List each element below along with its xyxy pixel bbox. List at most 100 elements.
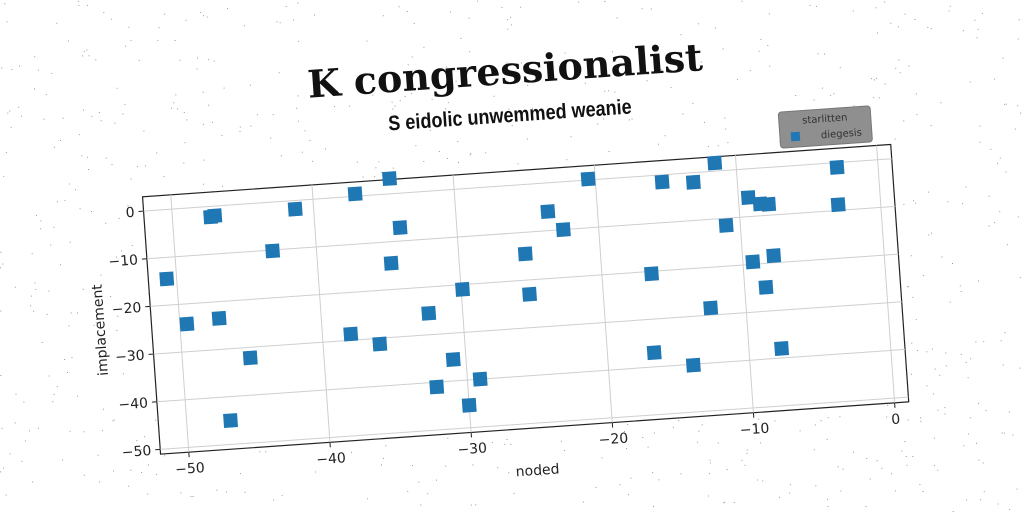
speckle-dot xyxy=(164,455,166,457)
speckle-dot xyxy=(40,220,42,222)
speckle-dot xyxy=(911,373,912,375)
speckle-dot xyxy=(504,443,506,445)
data-point xyxy=(343,326,359,342)
data-point xyxy=(159,271,175,287)
speckle-dot xyxy=(202,123,204,125)
speckle-dot xyxy=(647,446,649,448)
speckle-dot xyxy=(789,492,791,494)
data-point xyxy=(287,201,303,217)
data-point xyxy=(429,379,445,395)
speckle-dot xyxy=(131,245,133,246)
speckle-dot xyxy=(570,136,572,138)
data-points xyxy=(159,155,846,429)
speckle-dot xyxy=(653,432,655,434)
speckle-dot xyxy=(931,348,933,350)
speckle-dot xyxy=(222,185,223,187)
speckle-dot xyxy=(901,450,903,452)
y-gridline xyxy=(150,253,899,307)
speckle-dot xyxy=(436,479,437,481)
speckle-dot xyxy=(62,459,64,461)
speckle-dot xyxy=(627,423,629,425)
speckle-dot xyxy=(427,493,429,495)
speckle-dot xyxy=(431,98,433,100)
speckle-dot xyxy=(472,464,474,466)
x-tick-label: −40 xyxy=(316,450,347,468)
speckle-dot xyxy=(438,151,440,152)
speckle-dot xyxy=(670,87,672,89)
speckle-dot xyxy=(128,26,130,28)
speckle-dot xyxy=(249,84,251,86)
speckle-dot xyxy=(35,288,37,290)
speckle-dot xyxy=(304,130,306,132)
speckle-dot xyxy=(915,319,917,321)
speckle-dot xyxy=(911,342,913,344)
speckle-dot xyxy=(86,4,88,6)
data-point xyxy=(347,186,363,202)
speckle-dot xyxy=(894,138,896,140)
speckle-dot xyxy=(758,418,760,420)
speckle-dot xyxy=(491,442,493,444)
speckle-dot xyxy=(727,142,729,144)
speckle-dot xyxy=(815,485,817,487)
speckle-dot xyxy=(40,228,42,230)
speckle-dot xyxy=(118,218,120,219)
speckle-dot xyxy=(626,448,628,450)
speckle-dot xyxy=(917,350,919,351)
speckle-dot xyxy=(1003,432,1005,434)
speckle-dot xyxy=(301,151,303,153)
speckle-dot xyxy=(646,80,648,82)
speckle-dot xyxy=(53,226,55,228)
speckle-dot xyxy=(81,155,83,157)
speckle-dot xyxy=(212,121,213,123)
x-gridline xyxy=(876,145,896,403)
speckle-dot xyxy=(10,127,12,129)
speckle-dot xyxy=(410,93,412,95)
speckle-dot xyxy=(122,113,124,115)
speckle-dot xyxy=(952,263,953,264)
data-point xyxy=(372,336,388,352)
speckle-dot xyxy=(975,341,977,343)
speckle-dot xyxy=(927,27,929,28)
speckle-dot xyxy=(762,480,764,482)
speckle-dot xyxy=(148,464,149,466)
speckle-dot xyxy=(940,102,942,104)
speckle-dot xyxy=(908,286,910,288)
x-tick-label: −10 xyxy=(739,421,770,439)
speckle-dot xyxy=(947,201,949,203)
speckle-dot xyxy=(239,131,241,133)
speckle-dot xyxy=(138,59,140,61)
speckle-dot xyxy=(985,410,987,412)
speckle-dot xyxy=(115,256,117,258)
speckle-dot xyxy=(105,370,107,372)
speckle-dot xyxy=(678,420,680,422)
speckle-dot xyxy=(933,437,935,439)
data-point xyxy=(758,279,774,295)
speckle-dot xyxy=(59,264,61,266)
speckle-dot xyxy=(875,7,877,9)
speckle-dot xyxy=(833,93,835,95)
speckle-dot xyxy=(976,37,978,39)
speckle-dot xyxy=(934,368,936,370)
speckle-dot xyxy=(962,30,964,32)
speckle-dot xyxy=(101,430,103,432)
speckle-dot xyxy=(1006,244,1008,246)
speckle-dot xyxy=(979,125,981,127)
speckle-dot xyxy=(411,56,413,58)
speckle-dot xyxy=(239,473,241,475)
speckle-dot xyxy=(827,506,829,507)
speckle-dot xyxy=(375,167,377,169)
speckle-dot xyxy=(206,16,208,18)
speckle-dot xyxy=(105,222,107,224)
speckle-dot xyxy=(795,95,797,96)
speckle-dot xyxy=(113,470,114,472)
speckle-dot xyxy=(297,95,299,97)
speckle-dot xyxy=(223,87,225,89)
data-point xyxy=(555,222,571,238)
speckle-dot xyxy=(614,91,616,93)
speckle-dot xyxy=(948,10,950,12)
speckle-dot xyxy=(447,102,449,104)
speckle-dot xyxy=(789,484,791,486)
speckle-dot xyxy=(912,296,914,298)
speckle-dot xyxy=(485,152,487,154)
speckle-dot xyxy=(827,417,829,419)
